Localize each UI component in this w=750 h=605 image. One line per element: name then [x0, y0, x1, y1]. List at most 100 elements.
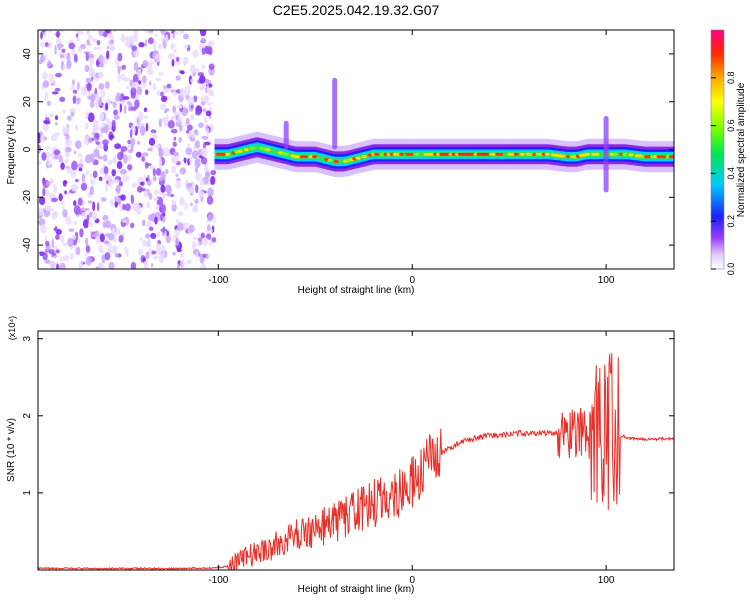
noise-blob [144, 260, 149, 269]
noise-blob [157, 44, 161, 49]
noise-blob [109, 199, 115, 206]
noise-blob [200, 37, 207, 43]
noise-blob [133, 61, 139, 72]
noise-blob [41, 152, 47, 161]
noise-blob [58, 30, 65, 33]
noise-blob [51, 238, 55, 249]
noise-blob [40, 224, 47, 234]
noise-blob [199, 253, 202, 258]
noise-blob [171, 59, 175, 67]
noise-blob [143, 190, 149, 198]
spectrogram-ticks: -100 0 100 -40 -20 0 20 40 [22, 30, 674, 286]
noise-blob [180, 70, 185, 75]
snr-background [38, 331, 674, 570]
noise-blob [179, 88, 187, 98]
y-tick-label: 3 [22, 335, 33, 341]
snr-panel: -100 0 100 1 2 3 Height of straight line (km)… [6, 316, 675, 595]
noise-blob [194, 167, 199, 173]
noise-blob [89, 172, 93, 178]
noise-blob [71, 160, 78, 171]
noise-blob [86, 82, 92, 91]
noise-blob [130, 222, 135, 229]
noise-blob [147, 239, 151, 247]
noise-blob [160, 30, 167, 36]
noise-blob [173, 31, 179, 36]
noise-blob [121, 219, 127, 223]
noise-blob [64, 126, 70, 135]
noise-blob [41, 30, 46, 33]
colorbar-tick-label: 0.0 [726, 263, 736, 276]
noise-blob [55, 72, 62, 78]
noise-blob [149, 247, 152, 255]
noise-blob [150, 263, 154, 268]
noise-blob [104, 252, 111, 261]
noise-blob [163, 85, 167, 89]
noise-blob [158, 157, 163, 168]
noise-blob [112, 101, 117, 109]
noise-blob [179, 167, 187, 175]
noise-blob [75, 33, 79, 38]
noise-blob [136, 122, 143, 127]
ridge-hot-cell [333, 159, 339, 164]
noise-blob [192, 236, 199, 240]
noise-blob [147, 37, 154, 45]
ridge-hot-cell [361, 155, 367, 159]
noise-blob [109, 245, 112, 254]
noise-blob [46, 180, 51, 186]
noise-blob [154, 189, 159, 196]
noise-blob [71, 234, 77, 240]
noise-blob [132, 182, 137, 189]
noise-blob [48, 249, 55, 255]
noise-blob [127, 154, 132, 162]
noise-blob [73, 53, 78, 63]
noise-blob [166, 83, 172, 89]
colorbar-tick-label: 0.2 [726, 215, 736, 228]
noise-blob [185, 146, 192, 156]
noise-blob [65, 216, 72, 225]
noise-blob [161, 244, 166, 252]
noise-blob [49, 178, 53, 184]
noise-blob [59, 257, 66, 262]
noise-blob [142, 257, 146, 262]
spectrogram-xlabel: Height of straight line (km) [298, 285, 415, 296]
noise-blob [158, 177, 163, 182]
y-tick-label: 2 [22, 413, 33, 419]
noise-blob [130, 261, 137, 269]
noise-blob [40, 134, 45, 143]
noise-blob [53, 132, 60, 137]
noise-blob [87, 30, 91, 34]
noise-blob [66, 52, 71, 63]
noise-blob [110, 100, 113, 104]
noise-blob [57, 46, 61, 51]
noise-blob [100, 197, 107, 202]
noise-blob [141, 156, 145, 162]
noise-blob [62, 126, 66, 135]
noise-blob [87, 112, 95, 123]
noise-blob [171, 165, 177, 174]
noise-blob [103, 166, 109, 175]
noise-blob [61, 242, 69, 247]
noise-blob [82, 219, 89, 229]
noise-blob [133, 30, 138, 39]
noise-blob [54, 225, 58, 233]
noise-blob [195, 252, 199, 260]
noise-blob [98, 176, 103, 181]
noise-blob [172, 91, 177, 96]
noise-blob [153, 197, 159, 201]
noise-blob [102, 214, 109, 221]
noise-blob [160, 91, 164, 97]
noise-blob [77, 163, 84, 169]
snr-series-line [38, 353, 674, 570]
ridge-hot-cell [408, 152, 414, 156]
ridge-hot-cell [327, 158, 333, 162]
noise-blob [96, 143, 99, 150]
noise-blob [51, 91, 59, 95]
noise-blob [85, 256, 92, 266]
noise-blob [204, 45, 211, 55]
noise-blob [62, 64, 67, 70]
noise-blob [102, 31, 108, 38]
noise-blob [38, 207, 44, 216]
noise-blob [123, 104, 127, 115]
noise-blob [102, 221, 107, 229]
snr-ylabel: SNR (10 * v/v) [6, 418, 17, 482]
